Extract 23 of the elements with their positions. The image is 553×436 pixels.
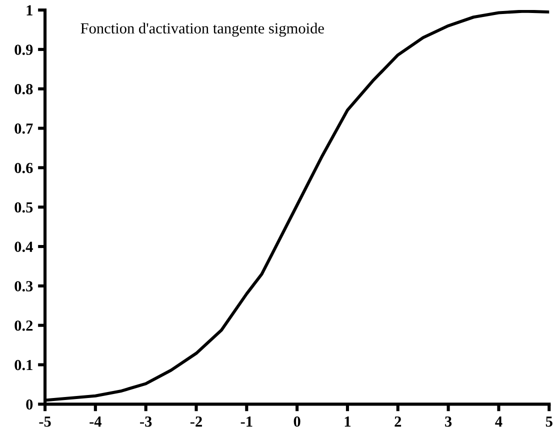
y-tick-label: 0.5 (14, 202, 33, 213)
y-tick-label: 1 (26, 5, 32, 16)
y-tick-label: 0.8 (14, 84, 33, 94)
x-tick-label: -5 (39, 416, 51, 427)
x-tick-label: 3 (445, 416, 452, 427)
x-tick-label: 5 (546, 416, 552, 427)
x-tick-label: -4 (90, 416, 102, 427)
y-tick-label: 0.7 (14, 123, 33, 134)
x-tick-label: 0 (294, 416, 300, 427)
y-tick-label: 0.3 (14, 281, 33, 292)
y-tick-label: 0 (26, 399, 33, 410)
text: Fonction d'activation tangente sigmoide (80, 22, 324, 37)
x-tick-label: -2 (190, 416, 202, 427)
x-tick-label: -1 (240, 416, 252, 427)
x-tick-label: 1 (344, 416, 351, 427)
x-tick-label: 4 (495, 416, 502, 427)
y-tick-label: 0.6 (14, 162, 33, 174)
x-tick-label: -3 (140, 416, 152, 427)
x-tick-label: 2 (394, 416, 402, 427)
y-tick-label: 0.2 (14, 320, 33, 331)
y-tick-label: 0.4 (14, 242, 33, 252)
y-tick-label: 0.9 (14, 44, 33, 55)
y-tick-label: 0.1 (14, 360, 32, 370)
